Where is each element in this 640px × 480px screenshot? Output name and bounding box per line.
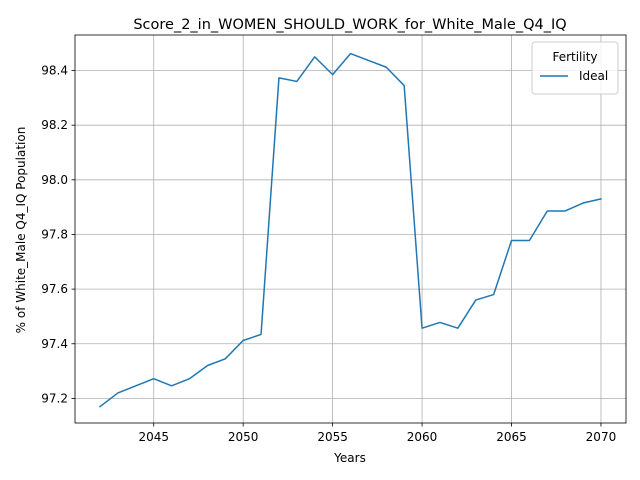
legend: Fertility Ideal [532,42,618,94]
y-tick-label: 97.8 [41,227,68,241]
legend-title: Fertility [552,50,597,64]
x-tick-label: 2050 [228,430,259,444]
x-tick-label: 2055 [317,430,348,444]
y-tick-label: 98.0 [41,173,68,187]
y-tick-label: 98.2 [41,118,68,132]
x-tick-label: 2065 [496,430,527,444]
y-tick-label: 97.2 [41,391,68,405]
x-axis-label: Years [333,451,366,465]
x-tick-label: 2060 [407,430,438,444]
legend-label-ideal: Ideal [579,69,608,83]
y-axis-label: % of White_Male Q4_IQ Population [14,127,28,334]
x-tick-label: 2070 [586,430,617,444]
y-tick-label: 98.4 [41,64,68,78]
y-tick-label: 97.6 [41,282,68,296]
x-tick-label: 2045 [138,430,169,444]
y-tick-label: 97.4 [41,337,68,351]
chart-title: Score_2_in_WOMEN_SHOULD_WORK_for_White_M… [133,17,566,33]
